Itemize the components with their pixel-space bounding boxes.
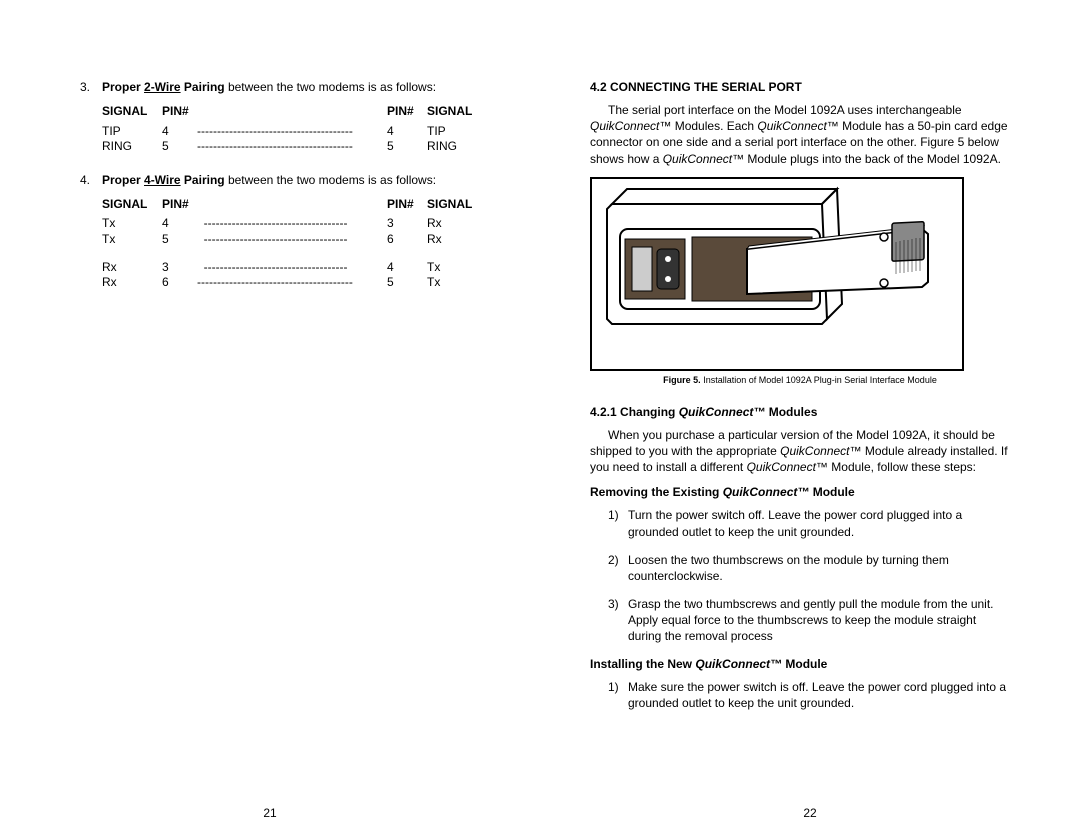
table-row: RING5-----------------------------------… (102, 139, 490, 155)
th4-signal: SIGNAL (102, 197, 162, 213)
item-3-num: 3. (80, 80, 102, 94)
item-3-bold1: Proper (102, 80, 144, 94)
item-3: 3. Proper 2-Wire Pairing between the two… (80, 80, 490, 94)
item-3-underline: 2-Wire (144, 80, 181, 94)
removing-title: Removing the Existing QuikConnect™ Modul… (590, 485, 1010, 499)
table-row: Tx5 ------------------------------------… (102, 232, 490, 248)
th-spacer (197, 104, 387, 120)
table-2wire-header: SIGNAL PIN# PIN# SIGNAL (102, 104, 490, 120)
figure-5 (590, 177, 964, 371)
installing-title: Installing the New QuikConnect™ Module (590, 657, 1010, 671)
page-number-22: 22 (540, 806, 1080, 820)
th4-pin1: PIN# (162, 197, 197, 213)
item-3-bold2: Pairing (181, 80, 225, 94)
item-4-underline: 4-Wire (144, 173, 181, 187)
item-4-rest: between the two modems is as follows: (225, 173, 436, 187)
th4-spacer (197, 197, 387, 213)
th4-signal2: SIGNAL (427, 197, 487, 213)
item-3-rest: between the two modems is as follows: (225, 80, 436, 94)
table-row: TIP4------------------------------------… (102, 124, 490, 140)
th4-pin2: PIN# (387, 197, 427, 213)
section-4-2-1-title: 4.2.1 Changing QuikConnect™ Modules (590, 405, 1010, 419)
page-21: 3. Proper 2-Wire Pairing between the two… (0, 0, 540, 834)
table-row: Rx3 ------------------------------------… (102, 260, 490, 276)
th-signal2: SIGNAL (427, 104, 487, 120)
page-22: 4.2 CONNECTING THE SERIAL PORT The seria… (540, 0, 1080, 834)
table-row: Rx6-------------------------------------… (102, 275, 490, 291)
step-item: 1)Make sure the power switch is off. Lea… (608, 679, 1010, 711)
th-signal: SIGNAL (102, 104, 162, 120)
table-2wire: SIGNAL PIN# PIN# SIGNAL TIP4------------… (102, 104, 490, 155)
para-changing-intro: When you purchase a particular version o… (590, 427, 1010, 476)
th-pin2: PIN# (387, 104, 427, 120)
item-4-num: 4. (80, 173, 102, 187)
item-4-bold1: Proper (102, 173, 144, 187)
item-4-bold2: Pairing (181, 173, 225, 187)
module-diagram-icon (592, 179, 958, 365)
table-row: Tx4 ------------------------------------… (102, 216, 490, 232)
section-4-2-title: 4.2 CONNECTING THE SERIAL PORT (590, 80, 1010, 94)
page-number-21: 21 (0, 806, 540, 820)
item-4-text: Proper 4-Wire Pairing between the two mo… (102, 173, 436, 187)
table-4wire-header: SIGNAL PIN# PIN# SIGNAL (102, 197, 490, 213)
step-item: 1)Turn the power switch off. Leave the p… (608, 507, 1010, 539)
figure-5-caption: Figure 5. Installation of Model 1092A Pl… (590, 375, 1010, 385)
step-item: 3)Grasp the two thumbscrews and gently p… (608, 596, 1010, 645)
para-serial-intro: The serial port interface on the Model 1… (590, 102, 1010, 167)
item-4: 4. Proper 4-Wire Pairing between the two… (80, 173, 490, 187)
table-4wire: SIGNAL PIN# PIN# SIGNAL Tx4 ------------… (102, 197, 490, 291)
item-3-text: Proper 2-Wire Pairing between the two mo… (102, 80, 436, 94)
step-item: 2)Loosen the two thumbscrews on the modu… (608, 552, 1010, 584)
th-pin1: PIN# (162, 104, 197, 120)
